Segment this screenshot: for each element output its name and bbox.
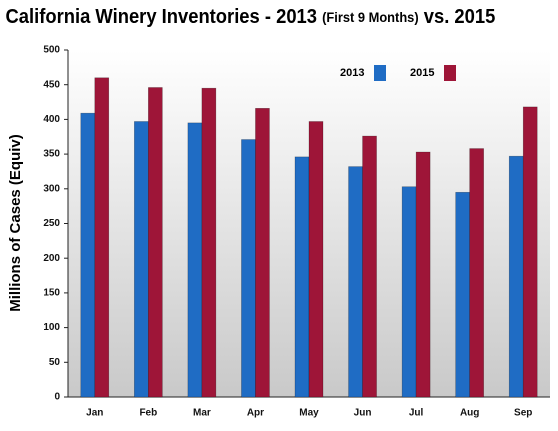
y-tick-label: 150: [43, 288, 60, 299]
y-tick-label: 300: [43, 183, 60, 194]
bar: [469, 148, 484, 398]
bar: [94, 77, 110, 398]
x-tick-label: May: [299, 408, 319, 419]
bar: [255, 107, 270, 398]
y-tick-label: 100: [43, 322, 60, 333]
x-tick-label: Apr: [247, 408, 264, 419]
y-tick-label: 200: [43, 253, 60, 264]
bar: [522, 106, 538, 398]
legend-swatch: [444, 65, 456, 81]
y-tick-label: 500: [43, 45, 60, 56]
y-tick-label: 400: [43, 114, 60, 125]
legend-label: 2013: [340, 67, 364, 79]
bar: [201, 87, 217, 398]
x-tick-label: Jan: [86, 408, 103, 419]
y-tick-label: 0: [54, 392, 60, 403]
legend-swatch: [374, 65, 386, 81]
bar: [308, 121, 324, 398]
x-tick-label: Jun: [354, 408, 372, 419]
bar: [187, 122, 203, 398]
bar: [362, 135, 377, 398]
bar: [348, 166, 363, 398]
bar: [455, 191, 470, 398]
bar: [508, 155, 524, 398]
bar: [401, 186, 417, 398]
bar: [148, 87, 163, 398]
bar: [415, 151, 431, 398]
y-tick-label: 350: [43, 149, 60, 160]
title-end: vs. 2015: [424, 7, 496, 29]
bar: [134, 121, 149, 398]
x-tick-label: Aug: [460, 408, 479, 419]
x-tick-label: Sep: [514, 408, 532, 419]
bar: [241, 139, 256, 398]
legend-label: 2015: [410, 67, 434, 79]
y-tick-label: 250: [43, 218, 60, 229]
x-tick-label: Jul: [409, 408, 424, 419]
chart-title: California Winery Inventories - 2013 (Fi…: [6, 7, 496, 29]
x-tick-label: Feb: [139, 408, 157, 419]
bar: [80, 112, 96, 398]
bar: [294, 156, 310, 398]
title-main: California Winery Inventories - 2013: [6, 7, 318, 29]
y-tick-label: 50: [49, 357, 61, 368]
y-axis-label: Millions of Cases (Equiv): [7, 134, 24, 312]
x-tick-label: Mar: [193, 408, 211, 419]
y-tick-label: 450: [43, 79, 60, 90]
title-note: (First 9 Months): [322, 9, 418, 25]
